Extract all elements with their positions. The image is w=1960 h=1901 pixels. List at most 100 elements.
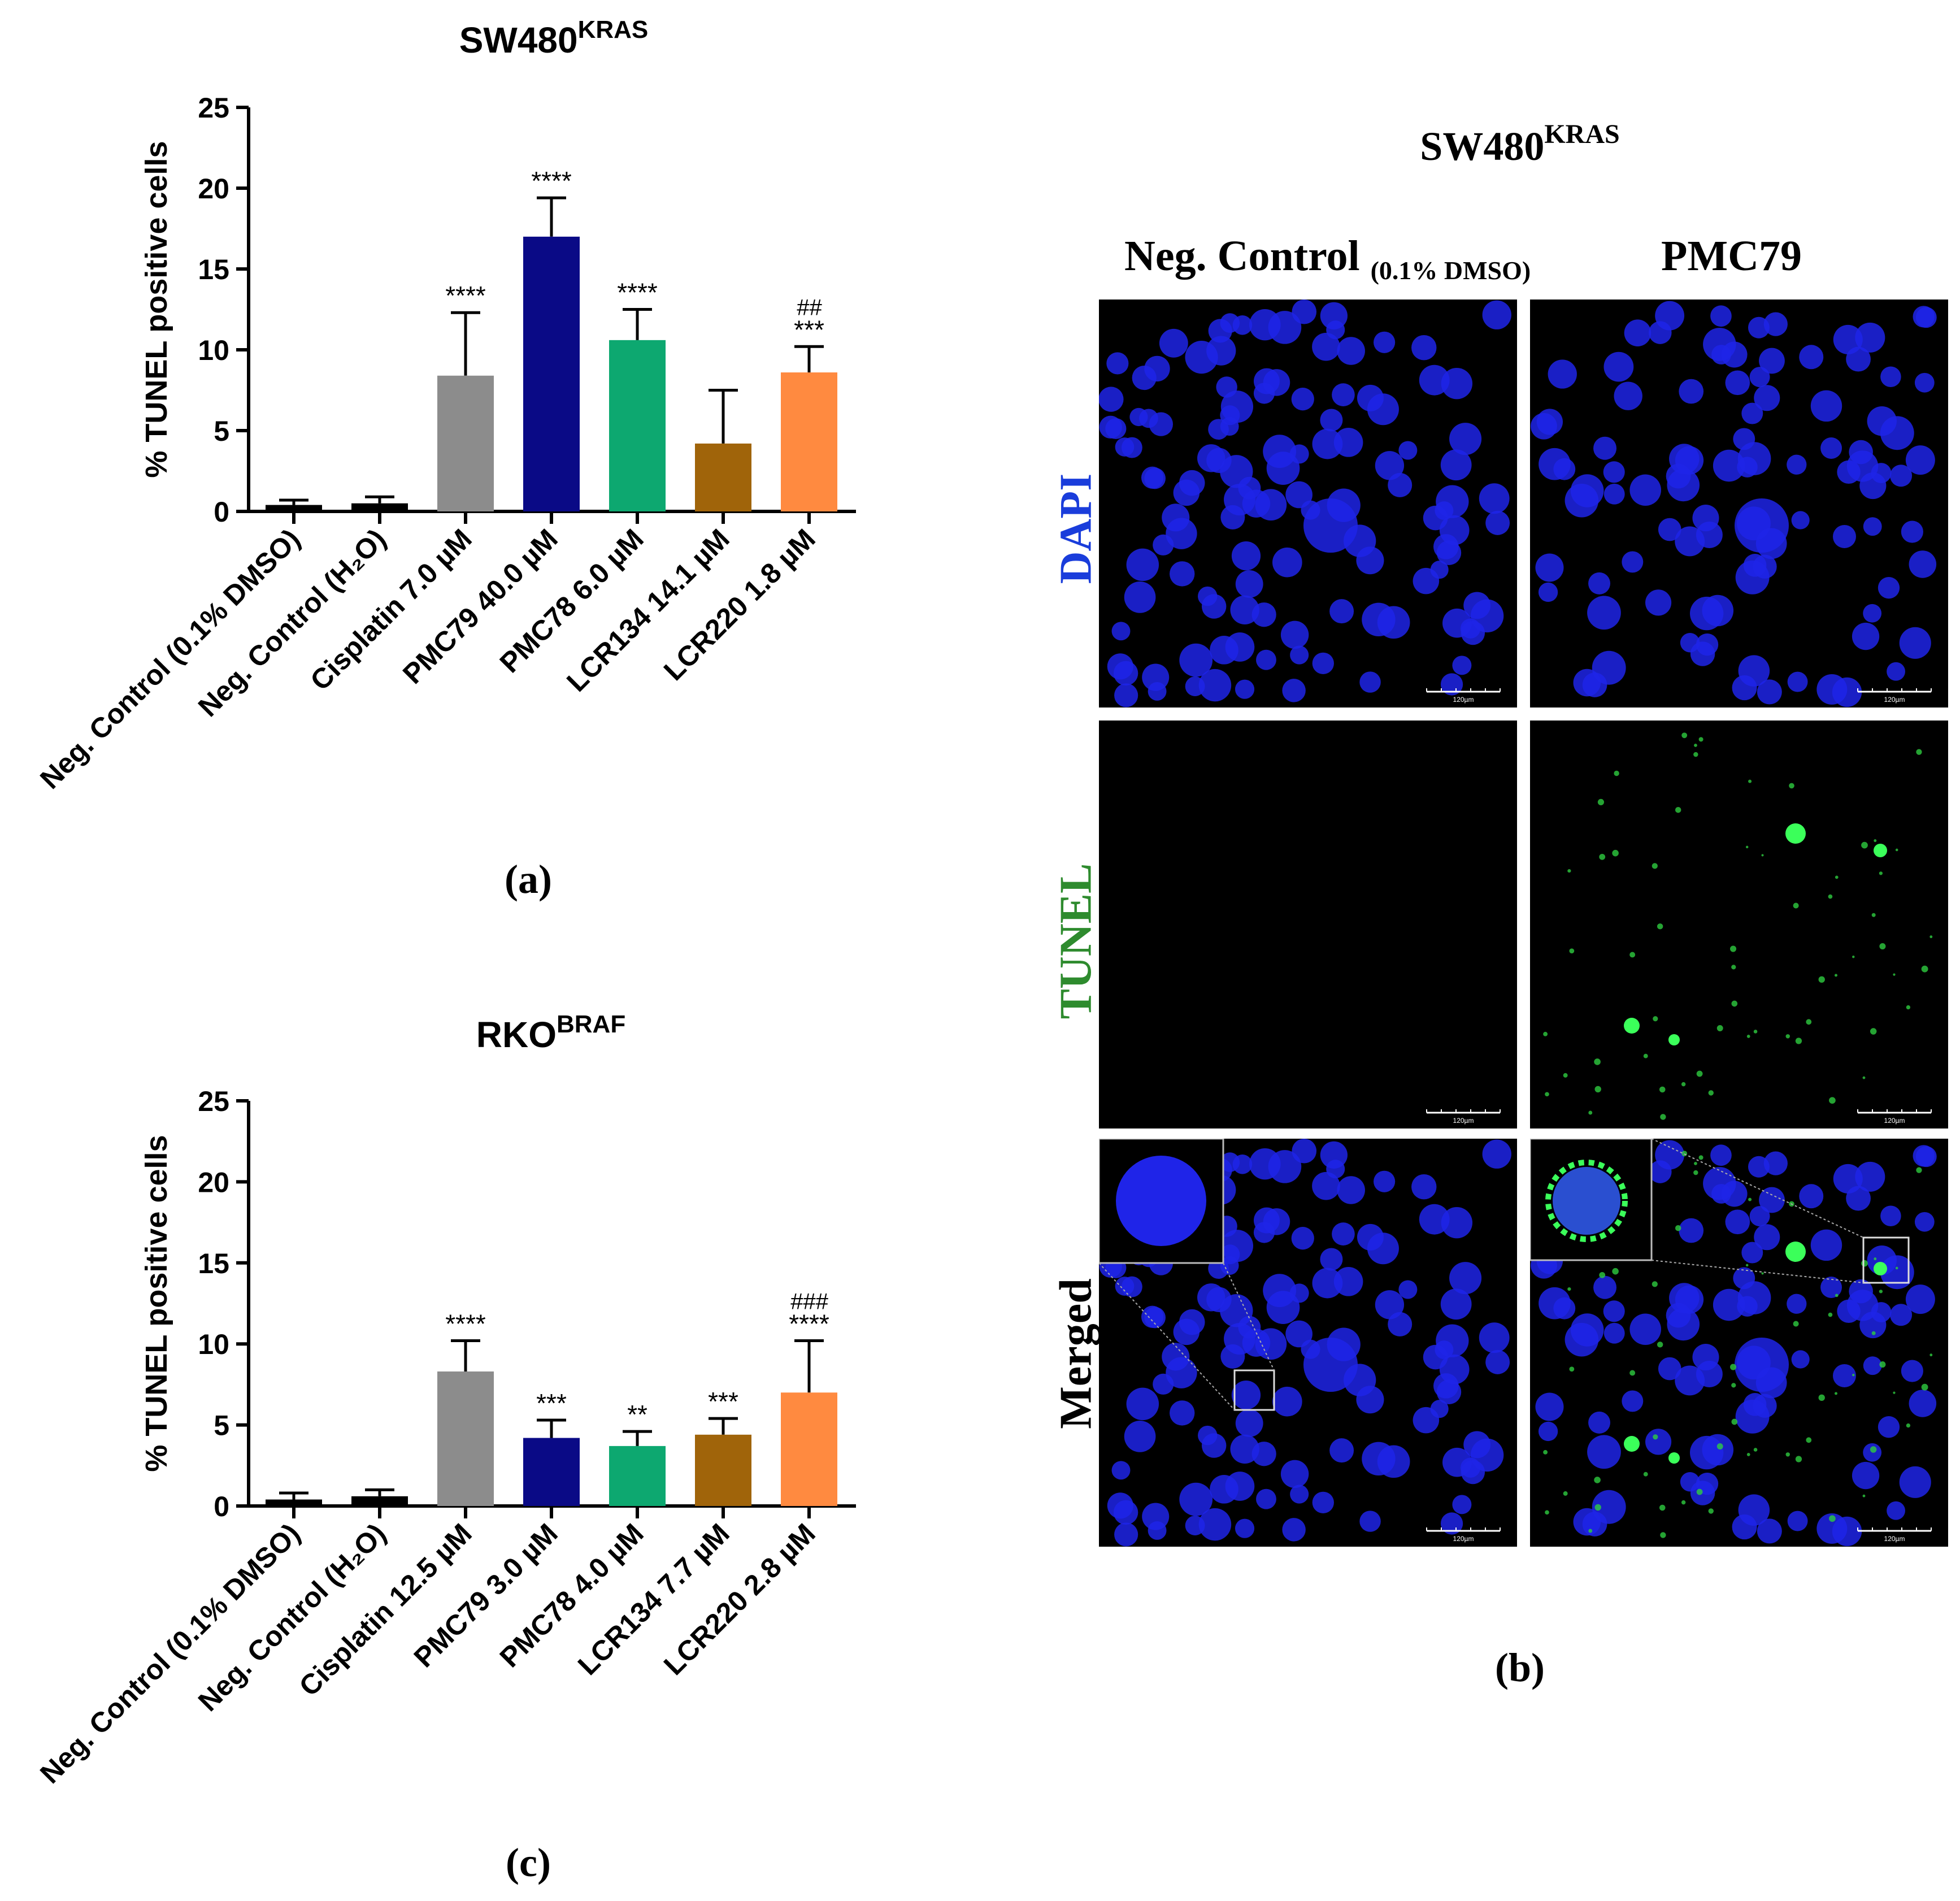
dapi-neg-nucleus (1141, 466, 1164, 489)
merged-pmc-tunel-speck (1594, 1504, 1601, 1511)
merged-neg-nucleus (1374, 1170, 1396, 1192)
dapi-pmc-nucleus (1725, 370, 1750, 396)
dapi-pmc-nucleus (1658, 518, 1681, 541)
chart-c-bar-3 (523, 1438, 580, 1506)
dapi-pmc-nucleus (1696, 633, 1719, 656)
merged-pmc-tunel-speck (1653, 1434, 1658, 1440)
chart-c-bar-2 (437, 1371, 494, 1506)
dapi-neg-nucleus (1256, 649, 1276, 670)
merged-neg-zoom-line (1223, 1262, 1275, 1371)
chart-c-y-tick-label: 5 (214, 1410, 229, 1442)
merged-pmc-tunel-speck (1599, 1271, 1606, 1278)
dapi-pmc-nucleus (1603, 483, 1625, 505)
dapi-pmc-nucleus (1603, 351, 1634, 382)
dapi-pmc-nucleus (1863, 604, 1882, 623)
merged-pmc-nucleus (1849, 1279, 1873, 1304)
merged-neg-nucleus (1413, 1407, 1440, 1434)
tunel-pmc-tunel-speck (1731, 965, 1736, 970)
merged-neg-nucleus (1282, 1518, 1306, 1542)
dapi-neg-nucleus (1231, 541, 1261, 571)
dapi-pmc-nucleus (1914, 372, 1935, 393)
dapi-neg-nucleus (1398, 441, 1418, 460)
merged-pmc-tunel-speck (1594, 1477, 1601, 1483)
dapi-neg-nucleus (1413, 567, 1440, 594)
merged-neg-nucleus (1235, 1409, 1263, 1437)
merged-pmc-tunel-speck (1895, 1266, 1898, 1270)
tunel-pmc-tunel-speck (1698, 737, 1703, 742)
chart-c-category-label-4: PMC78 4.0 µM (494, 1517, 650, 1673)
tunel-pmc-tunel-speck (1862, 1076, 1866, 1079)
tunel-pmc-tunel-speck (1852, 955, 1855, 958)
dapi-neg-nucleus (1142, 663, 1170, 691)
dapi-neg-nucleus (1290, 645, 1309, 665)
merged-pmc-nucleus (1696, 1473, 1719, 1495)
dapi-pmc-nucleus (1649, 321, 1672, 344)
merged-neg-nucleus (1114, 1522, 1138, 1547)
merged-pmc-nucleus (1787, 1294, 1807, 1314)
tunel-pmc-tunel-spot (1624, 1018, 1640, 1034)
dapi-neg-nucleus (1485, 510, 1510, 535)
merged-pmc-nucleus (1535, 1392, 1564, 1421)
merged-pmc-tunel-speck (1629, 1370, 1636, 1376)
merged-pmc-nucleus (1763, 1151, 1788, 1175)
dapi-pmc-nucleus (1787, 671, 1808, 692)
merged-pmc-nucleus (1837, 1299, 1861, 1323)
dapi-pmc-nucleus (1587, 596, 1621, 630)
merged-neg-nucleus (1356, 1386, 1384, 1414)
merged-pmc-nucleus (1880, 1205, 1901, 1227)
merged-pmc-nucleus (1890, 1304, 1913, 1326)
merged-pmc-nucleus (1787, 1511, 1808, 1531)
merged-pmc-tunel-speck (1874, 1257, 1877, 1261)
dapi-neg-nucleus (1124, 581, 1156, 613)
dapi-pmc-nucleus (1570, 474, 1604, 507)
merged-pmc-nucleus (1696, 1361, 1723, 1387)
merged-pmc-tunel-speck (1545, 1510, 1549, 1515)
dapi-pmc-nucleus (1592, 650, 1626, 685)
dapi-pmc-nucleus (1548, 359, 1577, 389)
merged-neg-nucleus (1291, 1227, 1314, 1250)
dapi-neg-nucleus (1107, 653, 1133, 680)
tunel-pmc-tunel-speck (1599, 853, 1606, 860)
dapi-neg-nucleus (1470, 599, 1504, 633)
merged-pmc-tunel-speck (1694, 1162, 1697, 1165)
dapi-neg-nucleus (1329, 599, 1354, 624)
merged-pmc-tunel-speck (1659, 1504, 1666, 1511)
merged-neg-nucleus (1198, 1508, 1232, 1541)
merged-pmc-nucleus (1871, 1302, 1892, 1323)
chart-c-category-label-5: LCR134 7.7 µM (572, 1517, 736, 1681)
merged-pmc-nucleus (1737, 1281, 1771, 1314)
tunel-pmc-tunel-speck (1675, 806, 1681, 813)
m-tunel-pmc-scale-label: 120µm (1884, 1117, 1905, 1125)
dapi-pmc-nucleus (1721, 341, 1748, 368)
merged-neg-nucleus (1312, 1268, 1343, 1299)
image-tunel-pmc79: 120µm (1530, 721, 1948, 1129)
merged-pmc-roi-box (1862, 1236, 1910, 1284)
merged-neg-nucleus (1440, 1288, 1472, 1320)
tunel-pmc-tunel-speck (1785, 1034, 1790, 1039)
merged-pmc-nucleus (1833, 1164, 1863, 1193)
merged-neg-nucleus (1320, 1141, 1348, 1169)
tunel-pmc-tunel-speck (1921, 965, 1928, 973)
merged-pmc-tunel-speck (1731, 1418, 1738, 1425)
merged-pmc-tunel-speck (1795, 1456, 1802, 1462)
dapi-pmc-nucleus (1880, 366, 1901, 388)
dapi-neg-nucleus (1208, 419, 1229, 440)
merged-pmc-nucleus (1749, 1206, 1770, 1227)
m-merged-pmc-scale-label: 120µm (1884, 1535, 1905, 1543)
dapi-neg-nucleus (1374, 331, 1396, 353)
merged-neg-nucleus (1231, 1381, 1261, 1410)
dapi-pmc-nucleus (1899, 627, 1931, 659)
tunel-pmc-tunel-speck (1597, 798, 1605, 806)
merged-neg-nucleus (1332, 1222, 1355, 1245)
panel-label-b: (b) (1495, 1645, 1545, 1690)
tunel-pmc-tunel-speck (1906, 1005, 1911, 1010)
chart-c-y-tick-label: 0 (214, 1491, 229, 1522)
chart-a-bar-1 (351, 503, 408, 511)
merged-pmc-tunel-speck (1793, 1321, 1799, 1327)
chart-a-y-axis-label: % TUNEL positive cells (140, 141, 173, 478)
merged-pmc-tunel-speck (1916, 1167, 1922, 1173)
tunel-pmc-tunel-speck (1861, 841, 1868, 849)
dapi-neg-nucleus (1482, 300, 1511, 329)
merged-pmc-nucleus (1721, 1180, 1748, 1207)
merged-pmc-tunel-speck (1785, 1452, 1790, 1457)
